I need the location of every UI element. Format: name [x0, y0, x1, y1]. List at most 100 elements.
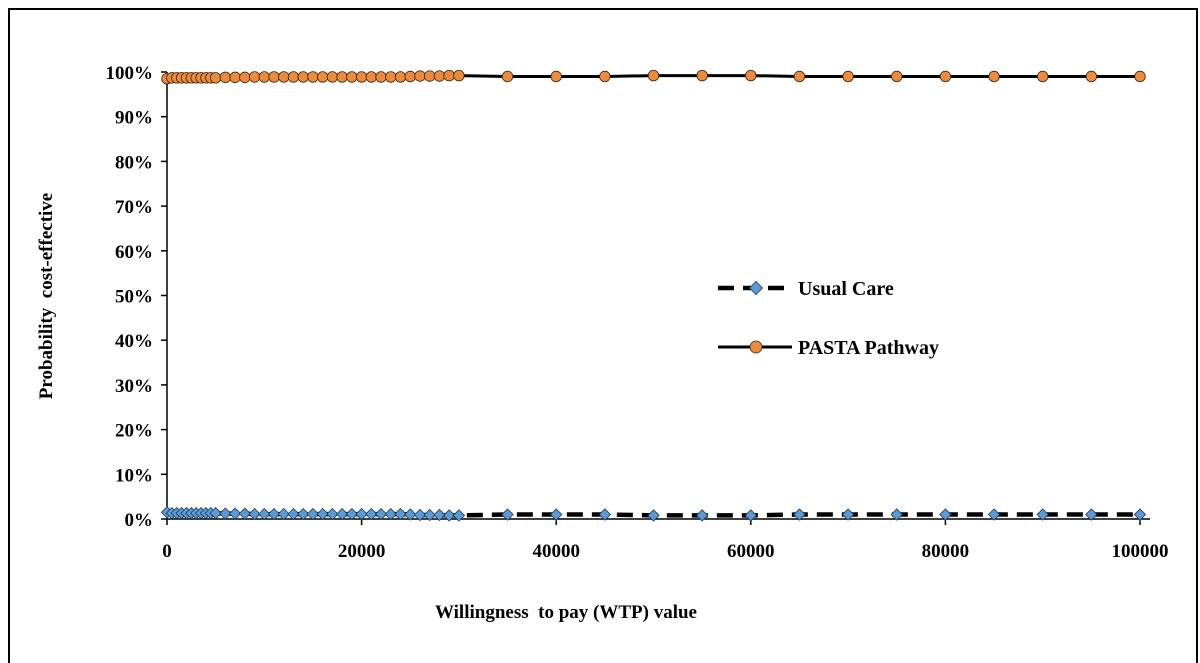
- usual-care-point: [1085, 508, 1098, 521]
- y-tick-label: 100%: [106, 63, 154, 84]
- pasta-pathway-point: [326, 71, 339, 83]
- usual-care-point: [890, 508, 903, 521]
- pasta-pathway-point: [239, 71, 251, 84]
- y-tick-label: 30%: [115, 376, 153, 397]
- usual-care-point: [335, 507, 349, 521]
- pasta-pathway-point: [1085, 70, 1098, 83]
- usual-care-point: [452, 509, 466, 522]
- pasta-pathway-point: [414, 70, 426, 82]
- pasta-pathway-point: [336, 71, 348, 83]
- pasta-pathway-point: [696, 69, 708, 82]
- usual-care-point: [287, 507, 300, 521]
- pasta-pathway-point: [404, 70, 416, 83]
- x-axis: 0 20000 40000 60000 80000 100000: [162, 518, 1169, 562]
- usual-care-point: [433, 508, 446, 522]
- usual-care-point: [267, 507, 281, 521]
- usual-care-point: [598, 508, 612, 521]
- usual-care-point: [1036, 508, 1049, 521]
- chart-frame: [8, 8, 1198, 663]
- y-axis-title: Probability cost-effective: [36, 193, 57, 399]
- pasta-pathway-point: [375, 71, 387, 83]
- pasta-pathway-point: [424, 70, 436, 82]
- usual-care-point: [258, 507, 271, 521]
- usual-care-point: [404, 508, 417, 521]
- usual-care-point: [238, 507, 252, 520]
- x-tick-label: 100000: [1112, 541, 1169, 562]
- pasta-pathway-point: [316, 71, 329, 83]
- legend-pasta-pathway-marker: [749, 340, 763, 354]
- usual-care-point: [355, 507, 368, 521]
- y-tick-label: 90%: [115, 108, 153, 129]
- pasta-pathway-point: [433, 70, 446, 82]
- usual-care-point: [413, 508, 427, 522]
- legend: Usual Care PASTA Pathway: [718, 278, 939, 359]
- pasta-pathway-point: [443, 69, 455, 82]
- pasta-pathway-point: [988, 70, 1000, 83]
- pasta-pathway-point: [599, 70, 611, 83]
- usual-care-point: [647, 509, 660, 522]
- usual-care-point: [248, 507, 261, 521]
- pasta-pathway-point: [365, 71, 378, 83]
- usual-care-point: [744, 509, 757, 522]
- usual-care-point: [326, 507, 339, 521]
- pasta-pathway-point: [453, 69, 465, 82]
- legend-usual-care-label: Usual Care: [798, 278, 894, 300]
- usual-care-point: [841, 508, 855, 521]
- x-tick-label: 80000: [922, 541, 970, 562]
- x-tick-label: 60000: [727, 541, 775, 562]
- pasta-pathway-point: [647, 69, 660, 82]
- usual-care-point: [939, 508, 952, 521]
- pasta-pathway-point: [745, 69, 757, 82]
- pasta-pathway-point: [385, 71, 397, 83]
- pasta-pathway-point: [793, 70, 806, 83]
- usual-care-point: [394, 507, 407, 521]
- pasta-pathway-point: [307, 71, 319, 83]
- y-tick-label: 10%: [115, 465, 153, 486]
- pasta-pathway-point: [939, 70, 952, 83]
- series-layer: [160, 69, 1147, 522]
- usual-care-point: [384, 507, 397, 521]
- usual-care-point: [306, 507, 320, 521]
- usual-care-point: [1133, 508, 1147, 521]
- pasta-pathway-point: [209, 72, 222, 84]
- y-axis: 0% 10% 20% 30% 40% 50% 60% 70% 80% 90% 100%: [106, 63, 168, 531]
- y-tick-label: 40%: [115, 331, 153, 352]
- pasta-pathway-point: [394, 71, 407, 83]
- usual-care-point: [987, 508, 1001, 521]
- pasta-pathway-point: [891, 70, 903, 83]
- usual-care-point: [550, 508, 563, 521]
- y-tick-label: 70%: [115, 197, 153, 218]
- usual-care-point: [423, 508, 436, 522]
- usual-care-point: [374, 507, 388, 521]
- pasta-pathway-point: [268, 71, 280, 83]
- pasta-pathway-point: [355, 71, 368, 83]
- usual-care-point: [228, 507, 242, 520]
- legend-usual-care-marker: [748, 280, 764, 296]
- pasta-pathway-point: [248, 71, 261, 83]
- pasta-pathway-point: [1134, 70, 1146, 83]
- usual-care-point: [443, 509, 456, 522]
- x-tick-label: 0: [162, 541, 172, 562]
- y-tick-label: 80%: [115, 152, 153, 173]
- usual-care-point: [793, 508, 806, 521]
- usual-care-point: [316, 507, 329, 521]
- pasta-pathway-point: [842, 70, 854, 83]
- usual-care-point: [219, 507, 232, 520]
- pasta-pathway-point: [278, 71, 290, 83]
- legend-pasta-pathway-label: PASTA Pathway: [798, 337, 939, 359]
- pasta-pathway-point: [1036, 70, 1049, 83]
- pasta-pathway-point: [501, 70, 514, 83]
- usual-care-point: [277, 507, 290, 521]
- x-tick-label: 20000: [338, 541, 386, 562]
- usual-care-point: [695, 509, 709, 522]
- pasta-pathway-point: [287, 71, 300, 83]
- pasta-pathway-point: [258, 71, 271, 83]
- pasta-pathway-point: [346, 71, 358, 83]
- usual-care-point: [345, 507, 359, 521]
- y-tick-label: 50%: [115, 287, 153, 308]
- x-axis-title: Willingness to pay (WTP) value: [435, 602, 697, 623]
- pasta-pathway-point: [219, 71, 232, 84]
- pasta-pathway-point: [297, 71, 309, 83]
- x-tick-label: 40000: [532, 541, 580, 562]
